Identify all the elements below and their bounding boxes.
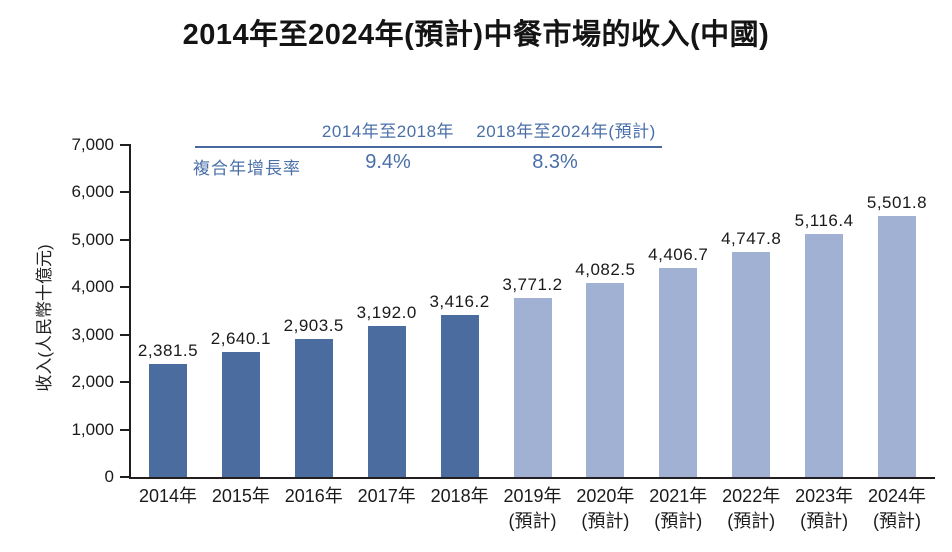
y-tick-mark (120, 191, 129, 194)
y-axis-line (129, 144, 131, 479)
y-tick-label: 1,000 (71, 419, 114, 439)
bar-value-label: 2,381.5 (137, 341, 199, 361)
x-axis-label-line: 2020年 (576, 486, 635, 506)
x-axis-label-line: 2022年 (722, 486, 781, 506)
cagr-period-2-value: 8.3% (532, 151, 578, 173)
x-axis-label-line: 2017年 (357, 486, 416, 506)
x-axis-label-line: 2016年 (284, 486, 343, 506)
x-axis-label-line: 2024年 (867, 486, 927, 506)
bar-2019 (513, 298, 552, 477)
x-axis-label: 2021年 (預計) (630, 484, 726, 534)
bar-2024 (878, 216, 916, 477)
y-tick-label: 4,000 (71, 277, 114, 297)
x-axis-label: 2018年 (412, 484, 508, 509)
bar-value-label: 4,406.7 (648, 244, 709, 264)
bar-2018 (440, 314, 479, 477)
x-axis-label-line: (預計) (654, 511, 703, 531)
x-axis-label: 2024年 (預計) (849, 484, 945, 534)
x-axis-label: 2020年 (預計) (557, 484, 653, 534)
bar-2016 (294, 339, 333, 477)
bar-2017 (367, 325, 406, 477)
y-tick-label: 0 (104, 467, 114, 486)
bar-value-label: 3,416.2 (429, 291, 490, 311)
bar-2023 (805, 234, 844, 477)
x-axis-label-line: (預計) (727, 511, 776, 531)
y-tick-label: 6,000 (71, 182, 114, 202)
bar-2014 (149, 364, 187, 477)
x-axis-label: 2019年 (預計) (485, 484, 581, 534)
y-tick-mark (120, 144, 129, 146)
cagr-row-label: 複合年增長率 (193, 159, 301, 178)
bar-value-label: 4,747.8 (721, 228, 782, 248)
bar-value-label: 5,501.8 (866, 193, 928, 213)
y-tick-label: 3,000 (71, 324, 114, 344)
x-axis-label-line: 2019年 (503, 486, 562, 506)
x-axis-label-line: 2018年 (430, 486, 489, 506)
x-axis-label: 2015年 (193, 484, 289, 509)
x-axis-label-line: 2021年 (649, 486, 708, 506)
x-axis-label-line: (預計) (800, 511, 849, 531)
bar-value-label: 2,640.1 (210, 328, 271, 348)
y-tick-label: 2,000 (71, 372, 114, 392)
x-axis-label: 2014年 (120, 484, 216, 509)
x-axis-label: 2023年 (預計) (776, 484, 872, 534)
x-axis-label: 2022年 (預計) (703, 484, 799, 534)
y-tick-mark (120, 428, 129, 431)
bar-value-label: 5,116.4 (794, 211, 854, 231)
bar-2021 (659, 267, 698, 477)
y-tick-label: 7,000 (71, 135, 114, 154)
bar-value-label: 3,192.0 (356, 302, 417, 322)
bar-2015 (221, 351, 260, 477)
y-tick-mark (120, 286, 129, 289)
y-tick-mark (120, 333, 129, 336)
x-axis-label-line: 2015年 (211, 486, 270, 506)
bar-2022 (732, 251, 771, 477)
bar-2020 (586, 283, 625, 477)
x-axis-label-line: (預計) (581, 511, 630, 531)
cagr-period-1-value: 9.4% (365, 151, 411, 173)
y-tick-mark (120, 381, 129, 384)
cagr-period-1-label: 2014年至2018年 (321, 122, 455, 141)
y-tick-mark (120, 238, 129, 241)
x-axis-label-line: (預計) (873, 511, 921, 531)
x-axis-label-line: 2014年 (138, 486, 198, 506)
x-axis-line (129, 477, 935, 479)
y-tick-mark (120, 476, 129, 478)
cagr-divider-line (195, 146, 662, 148)
y-tick-label: 5,000 (71, 229, 114, 249)
bar-value-label: 4,082.5 (575, 260, 636, 280)
x-axis-label-line: (預計) (508, 511, 557, 531)
x-axis-label-line: 2023年 (795, 486, 854, 506)
cagr-period-2-label: 2018年至2024年(預計) (476, 122, 656, 141)
bar-value-label: 3,771.2 (502, 275, 563, 295)
x-axis-label: 2017年 (339, 484, 435, 509)
bar-value-label: 2,903.5 (283, 316, 344, 336)
x-axis-label: 2016年 (266, 484, 362, 509)
chart-title: 2014年至2024年(預計)中餐市場的收入(中國) (182, 19, 770, 51)
